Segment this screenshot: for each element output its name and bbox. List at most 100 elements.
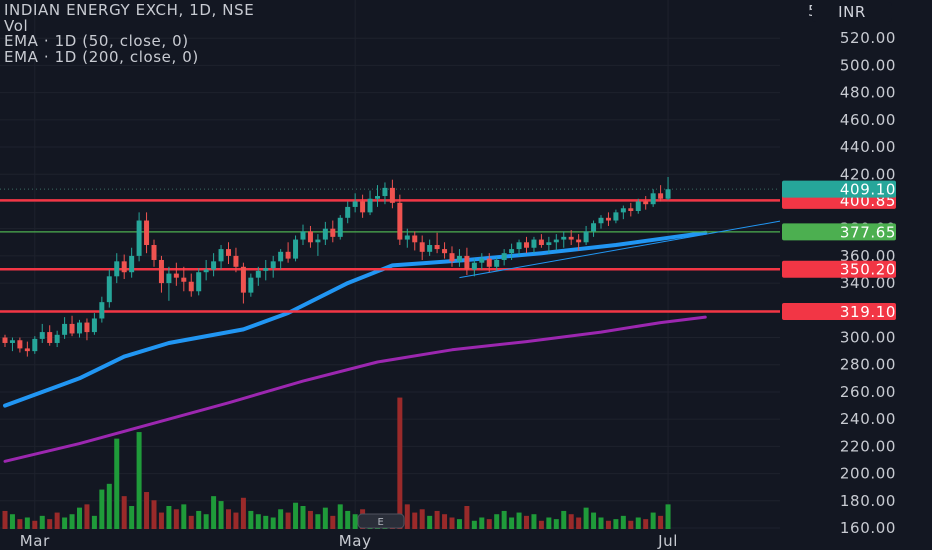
level-tag-377.65 (782, 223, 896, 241)
candle (196, 268, 202, 296)
candle-body (583, 231, 589, 243)
candle-body (389, 187, 395, 203)
ema50-layer (3, 230, 708, 408)
candle-body (270, 261, 276, 269)
candle-body (91, 318, 97, 333)
volume-bar (516, 512, 522, 529)
candle-body (665, 189, 671, 199)
candle-body (516, 242, 522, 250)
volume-bar (486, 519, 492, 529)
candle (9, 337, 15, 352)
trendline-layer (459, 220, 781, 279)
candle (32, 336, 38, 354)
candle (226, 242, 231, 265)
volume-bar (307, 510, 313, 529)
candle (531, 236, 537, 254)
last-price-tag (782, 180, 896, 198)
candle-body (129, 255, 135, 273)
volume-bar (144, 492, 150, 529)
volume-bar (285, 512, 291, 529)
candle-body (501, 253, 507, 260)
volume-bar (69, 514, 75, 529)
volume-bar (501, 510, 507, 529)
volume-bar (166, 506, 172, 529)
candles-layer (2, 176, 671, 357)
candle-body (173, 273, 179, 278)
candle-body (151, 245, 157, 260)
candle (471, 258, 477, 277)
candle-body (538, 239, 544, 246)
volume-bar (17, 519, 23, 529)
candle-body (54, 334, 60, 343)
volume-bar (322, 507, 328, 529)
candle-body (419, 242, 425, 252)
candle (255, 266, 261, 286)
volume-bar (576, 517, 582, 529)
candle (315, 234, 321, 256)
ema50-indicator-label[interactable]: EMA · 1D (50, close, 0) (4, 32, 189, 50)
candle (188, 273, 194, 297)
candle-body (9, 340, 15, 343)
volume-bar (211, 496, 217, 529)
price-tick-label: 480.00 (840, 84, 896, 102)
candle (449, 246, 455, 267)
candle-body (32, 338, 38, 352)
volume-bar (650, 512, 656, 529)
candle (345, 201, 351, 224)
volume-bar (226, 509, 231, 529)
volume-bar (471, 520, 477, 529)
candle-body (375, 196, 380, 199)
candle-body (442, 249, 448, 254)
candle (270, 255, 276, 278)
candle (91, 313, 97, 335)
candle (643, 196, 649, 210)
candle (389, 179, 395, 209)
candle-body (106, 276, 112, 303)
volume-bar (47, 519, 53, 529)
volume-bar (605, 520, 611, 529)
volume-bar (553, 519, 559, 529)
volume-bar (449, 517, 455, 529)
volume-bar (598, 517, 604, 529)
ema200-indicator-label[interactable]: EMA · 1D (200, close, 0) (4, 47, 199, 66)
candle-body (203, 269, 209, 273)
candle (211, 253, 217, 277)
volume-bar (494, 514, 500, 529)
candle (322, 221, 328, 246)
candle-body (99, 302, 105, 319)
candle (77, 319, 82, 338)
volume-indicator-label[interactable]: Vol (4, 16, 29, 35)
candle-body (240, 266, 246, 293)
candle-body (278, 251, 284, 262)
volume-bar (32, 520, 38, 529)
volume-bar (464, 506, 470, 529)
candle (300, 224, 306, 246)
volume-bar (188, 515, 194, 529)
candle-body (352, 201, 358, 207)
candle (62, 317, 68, 339)
volume-bar (106, 483, 112, 529)
candle-body (605, 217, 611, 221)
volume-bar (62, 517, 68, 529)
volume-bar (613, 519, 619, 529)
volume-bar (546, 517, 552, 529)
earnings-marker-label: E (378, 517, 385, 528)
currency-selector[interactable]: INR (812, 2, 892, 22)
symbol-title[interactable]: INDIAN ENERGY EXCH, 1D, NSE (4, 1, 255, 19)
ema50-line (3, 230, 708, 408)
volume-bar (352, 514, 358, 529)
candle (658, 185, 664, 202)
candle (516, 239, 522, 256)
candle-body (591, 223, 597, 232)
candle (248, 273, 254, 297)
candle-body (449, 253, 455, 262)
volume-bar (412, 512, 418, 529)
candle (240, 262, 246, 304)
candle (24, 341, 30, 357)
candle-body (486, 258, 492, 267)
candle (114, 253, 120, 284)
last-price-label: 409.10 (840, 181, 896, 199)
trendline (459, 220, 781, 279)
